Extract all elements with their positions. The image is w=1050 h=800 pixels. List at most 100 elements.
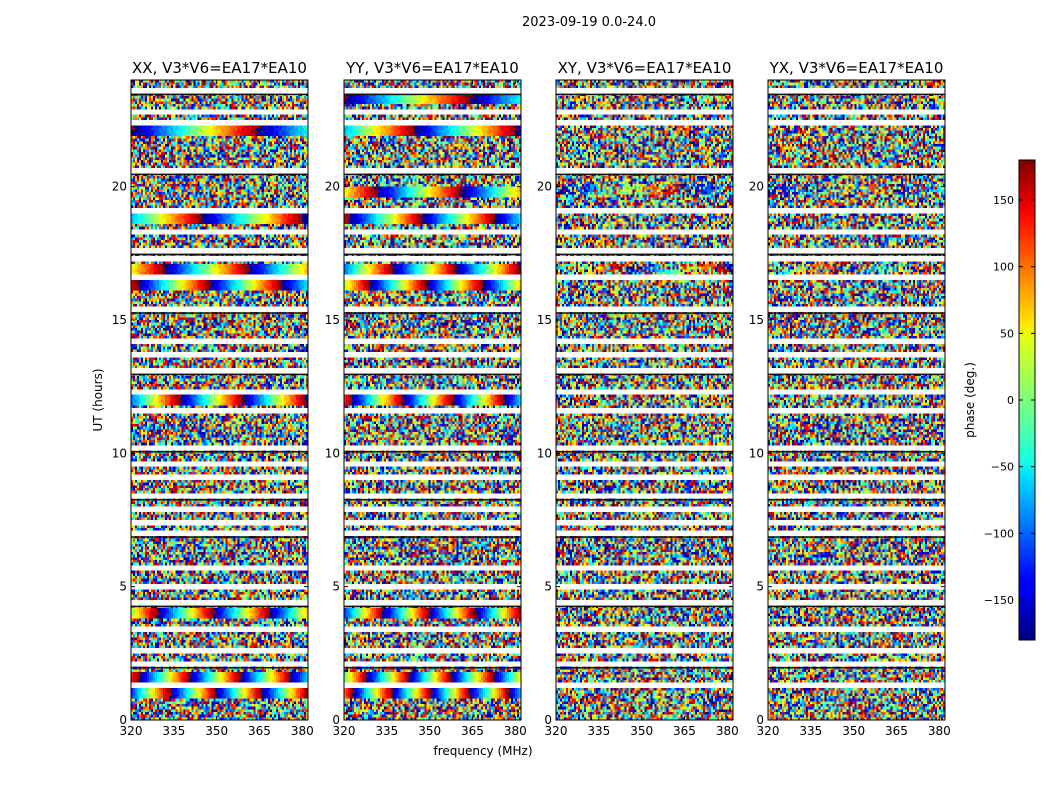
flag-line — [768, 605, 945, 608]
flag-line — [556, 499, 733, 501]
y-tick-label: 10 — [112, 446, 127, 460]
heatmap-image — [768, 80, 945, 720]
flag-line — [131, 173, 308, 176]
flag-line — [768, 536, 945, 538]
x-tick-label: 350 — [418, 724, 441, 738]
flag-line — [344, 312, 521, 314]
flag-line — [344, 253, 521, 256]
y-tick-label: 15 — [749, 313, 764, 327]
colorbar: 150 100 50 0 −50 −100 −150 phase (deg.) — [963, 159, 1036, 641]
colorbar-tick-label: 0 — [1007, 394, 1014, 407]
panel-title: YX, V3*V6=EA17*EA10 — [769, 59, 944, 77]
x-tick-label: 350 — [842, 724, 865, 738]
flag-line — [131, 499, 308, 501]
flag-line — [556, 373, 733, 376]
flag-line — [768, 312, 945, 314]
x-tick-label: 320 — [545, 724, 568, 738]
colorbar-ticks: 150 100 50 0 −50 −100 −150 — [984, 194, 1035, 607]
colorbar-tick-label: −100 — [984, 527, 1014, 540]
flag-line — [556, 173, 733, 176]
y-tick-label: 5 — [119, 580, 127, 594]
y-tick-label: 20 — [537, 180, 552, 194]
x-tick-label: 380 — [291, 724, 314, 738]
plot-frame — [555, 79, 734, 721]
colorbar-tick-label: 50 — [1000, 327, 1014, 340]
y-tick-label: 10 — [749, 446, 764, 460]
plot-frame — [130, 79, 309, 721]
flag-line — [344, 536, 521, 538]
flag-line — [556, 312, 733, 314]
y-axis-label: UT (hours) — [91, 368, 105, 431]
flag-line — [768, 499, 945, 501]
flag-line — [344, 667, 521, 669]
x-tick-label: 320 — [120, 724, 143, 738]
y-tick-label: 0 — [756, 713, 764, 727]
x-tick-label: 380 — [928, 724, 951, 738]
flag-line — [131, 451, 308, 453]
flag-line — [131, 93, 308, 96]
colorbar-tick-label: 150 — [993, 194, 1014, 207]
flag-line — [344, 605, 521, 608]
x-tick-label: 365 — [673, 724, 696, 738]
y-tick-label: 15 — [325, 313, 340, 327]
panel-4: YX, V3*V6=EA17*EA10 320 335 350 365 380 0 5 10 15… — [749, 59, 951, 738]
flag-line — [768, 93, 945, 96]
flag-line — [556, 253, 733, 256]
figure-suptitle: 2023-09-19 0.0-24.0 — [522, 15, 656, 30]
y-tick-label: 15 — [537, 313, 552, 327]
flag-line — [344, 451, 521, 453]
y-tick-label: 20 — [325, 180, 340, 194]
colorbar-tick-label: −50 — [991, 461, 1014, 474]
panel-3: XY, V3*V6=EA17*EA10 320 335 350 365 380 0 5 10 15… — [537, 59, 739, 738]
plot-frame — [767, 79, 946, 721]
heatmap-image — [131, 80, 308, 720]
flag-line — [344, 373, 521, 376]
flag-line — [768, 667, 945, 669]
y-tick-label: 5 — [756, 580, 764, 594]
heatmap-image — [556, 80, 733, 720]
colorbar-tick-label: −150 — [984, 594, 1014, 607]
flag-line — [768, 173, 945, 176]
y-tick-label: 10 — [325, 446, 340, 460]
y-tick-label: 5 — [544, 580, 552, 594]
x-tick-label: 350 — [630, 724, 653, 738]
panel-title: YY, V3*V6=EA17*EA10 — [345, 59, 519, 77]
flag-line — [344, 499, 521, 501]
flag-line — [131, 536, 308, 538]
flag-line — [556, 93, 733, 96]
flag-line — [344, 93, 521, 96]
colorbar-tick-label: 100 — [993, 261, 1014, 274]
flag-line — [131, 667, 308, 669]
y-tick-label: 20 — [749, 180, 764, 194]
flag-line — [556, 451, 733, 453]
x-tick-label: 365 — [461, 724, 484, 738]
flag-line — [768, 451, 945, 453]
x-tick-label: 320 — [333, 724, 356, 738]
panel-title: XY, V3*V6=EA17*EA10 — [558, 59, 732, 77]
flag-line — [131, 373, 308, 376]
plot-frame — [343, 79, 522, 721]
x-tick-label: 380 — [504, 724, 527, 738]
panel-2: YY, V3*V6=EA17*EA10 320 335 350 365 380 0 5 10 15… — [325, 59, 527, 738]
flag-line — [131, 253, 308, 256]
flag-line — [556, 667, 733, 669]
x-axis-label: frequency (MHz) — [433, 744, 532, 758]
flag-line — [131, 312, 308, 314]
flag-line — [131, 605, 308, 608]
colorbar-label: phase (deg.) — [963, 362, 977, 438]
flag-line — [556, 605, 733, 608]
panels: XX, V3*V6=EA17*EA10 320 335 350 365 380 0 5 10 15… — [112, 59, 951, 738]
y-tick-label: 20 — [112, 180, 127, 194]
y-tick-label: 10 — [537, 446, 552, 460]
y-tick-label: 0 — [332, 713, 340, 727]
x-tick-label: 380 — [716, 724, 739, 738]
x-tick-label: 350 — [205, 724, 228, 738]
flag-line — [768, 373, 945, 376]
heatmap-image — [344, 80, 521, 720]
x-tick-label: 335 — [162, 724, 185, 738]
flag-line — [344, 173, 521, 176]
y-tick-label: 0 — [544, 713, 552, 727]
panel-title: XX, V3*V6=EA17*EA10 — [132, 59, 307, 77]
x-tick-label: 335 — [799, 724, 822, 738]
